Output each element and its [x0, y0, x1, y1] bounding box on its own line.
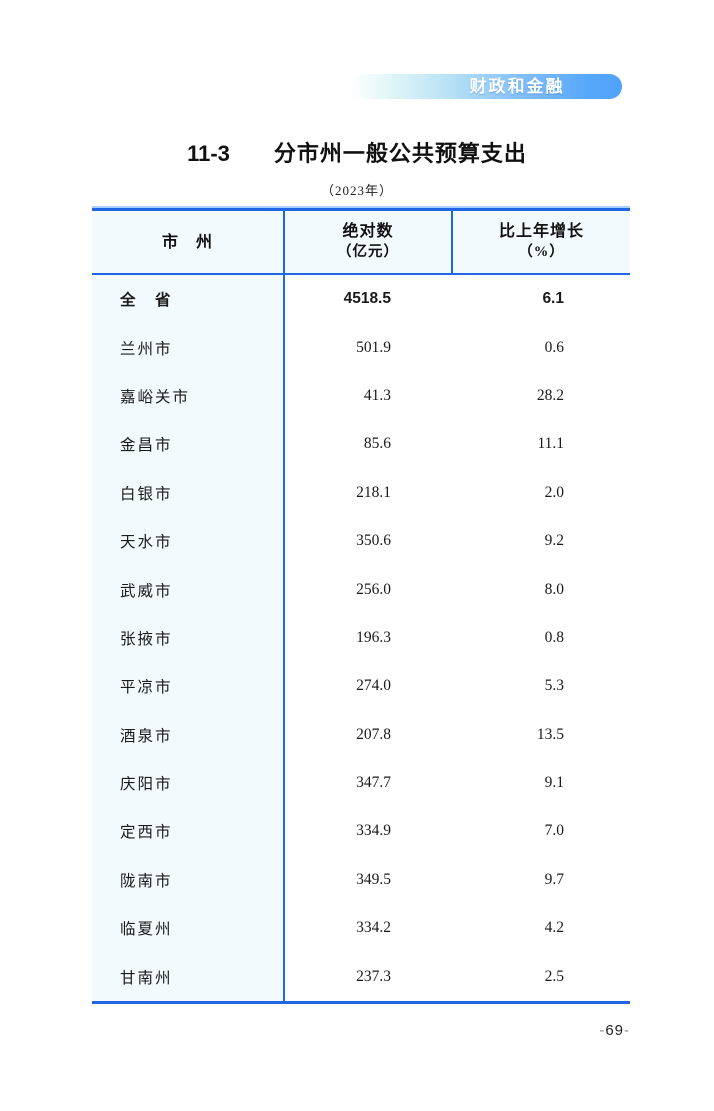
table-row: 金昌市 85.6 11.1 [92, 420, 630, 469]
value-cell: 501.9 [283, 323, 451, 372]
value-cell: 85.6 [283, 420, 451, 469]
region-cell: 全 省 [92, 275, 283, 324]
value-cell: 237.3 [283, 952, 451, 1001]
value-cell: 349.5 [283, 855, 451, 905]
region-cell: 嘉峪关市 [92, 371, 283, 421]
value-cell: 218.1 [283, 468, 451, 517]
growth-cell: 9.2 [544, 532, 564, 550]
region-cell: 天水市 [92, 516, 283, 566]
table-title: 分市州一般公共预算支出 [273, 141, 527, 166]
growth-cell: 0.6 [544, 338, 564, 356]
growth-cell: 2.0 [544, 483, 564, 501]
page-number-dash-left: - [599, 1022, 606, 1039]
growth-cell: 4.2 [544, 919, 564, 937]
region-cell: 白银市 [92, 468, 283, 517]
value-cell: 334.9 [283, 807, 451, 856]
column-header-absolute-line1: 绝对数 [342, 223, 394, 240]
table-row: 张掖市 196.3 0.8 [92, 613, 630, 663]
region-cell: 金昌市 [92, 420, 283, 469]
column-header-growth-unit: （%） [518, 244, 565, 260]
growth-cell: 28.2 [536, 386, 564, 404]
table-body: 全 省 4518.5 6.1 兰州市 501.9 0.6 嘉峪关市 41.3 2… [92, 275, 630, 1001]
growth-cell: 9.7 [544, 870, 564, 888]
table-row: 嘉峪关市 41.3 28.2 [92, 371, 630, 421]
table-row: 平凉市 274.0 5.3 [92, 662, 630, 711]
value-cell: 41.3 [283, 371, 451, 421]
column-header-growth: 比上年增长 （%） [451, 211, 630, 273]
growth-cell: 2.5 [544, 967, 564, 985]
region-cell: 定西市 [92, 807, 283, 856]
region-cell: 陇南市 [92, 855, 283, 905]
value-cell: 196.3 [283, 613, 451, 663]
section-badge: 财政和金融 [350, 74, 622, 99]
value-cell: 207.8 [283, 710, 451, 759]
table-number: 11-3 [187, 141, 230, 166]
budget-expenditure-table: 市 州 绝对数 （亿元） 比上年增长 （%） 全 省 4518.5 6.1 兰州… [92, 208, 630, 1004]
column-header-absolute-unit: （亿元） [337, 244, 399, 260]
region-cell: 平凉市 [92, 662, 283, 711]
table-row: 甘南州 237.3 2.5 [92, 952, 630, 1001]
table-row: 临夏州 334.2 4.2 [92, 904, 630, 953]
region-cell: 酒泉市 [92, 710, 283, 759]
value-cell: 274.0 [283, 662, 451, 711]
value-cell: 350.6 [283, 516, 451, 566]
page-number-dash-right: - [624, 1022, 630, 1039]
growth-cell: 0.8 [544, 628, 564, 646]
growth-cell: 8.0 [544, 580, 564, 598]
table-row: 庆阳市 347.7 9.1 [92, 758, 630, 808]
column-header-growth-line1: 比上年增长 [498, 223, 584, 240]
growth-cell: 5.3 [544, 677, 564, 695]
table-row: 白银市 218.1 2.0 [92, 468, 630, 517]
growth-cell: 13.5 [536, 725, 564, 743]
growth-cell: 11.1 [537, 435, 564, 453]
region-cell: 临夏州 [92, 904, 283, 953]
region-cell: 庆阳市 [92, 758, 283, 808]
region-cell: 张掖市 [92, 613, 283, 663]
table-row: 武威市 256.0 8.0 [92, 565, 630, 614]
page-title: 11-3 分市州一般公共预算支出 [0, 136, 714, 168]
value-cell: 4518.5 [283, 275, 451, 324]
value-cell: 256.0 [283, 565, 451, 614]
table-subtitle-year: （2023年） [320, 183, 393, 198]
region-cell: 兰州市 [92, 323, 283, 372]
growth-cell: 9.1 [544, 774, 564, 792]
column-header-region: 市 州 [161, 233, 213, 251]
page-number-value: 69 [605, 1022, 624, 1039]
table-row: 陇南市 349.5 9.7 [92, 855, 630, 905]
table-row: 兰州市 501.9 0.6 [92, 323, 630, 372]
growth-cell: 7.0 [544, 822, 564, 840]
growth-cell: 6.1 [542, 290, 564, 308]
table-header-row: 市 州 绝对数 （亿元） 比上年增长 （%） [92, 211, 630, 275]
table-row: 天水市 350.6 9.2 [92, 516, 630, 566]
table-row: 酒泉市 207.8 13.5 [92, 710, 630, 759]
table-row: 定西市 334.9 7.0 [92, 807, 630, 856]
value-cell: 334.2 [283, 904, 451, 953]
region-cell: 甘南州 [92, 952, 283, 1001]
column-header-absolute: 绝对数 （亿元） [283, 211, 451, 273]
value-cell: 347.7 [283, 758, 451, 808]
table-row-total: 全 省 4518.5 6.1 [92, 275, 630, 324]
region-cell: 武威市 [92, 565, 283, 614]
page-number: -69- [599, 1022, 630, 1039]
